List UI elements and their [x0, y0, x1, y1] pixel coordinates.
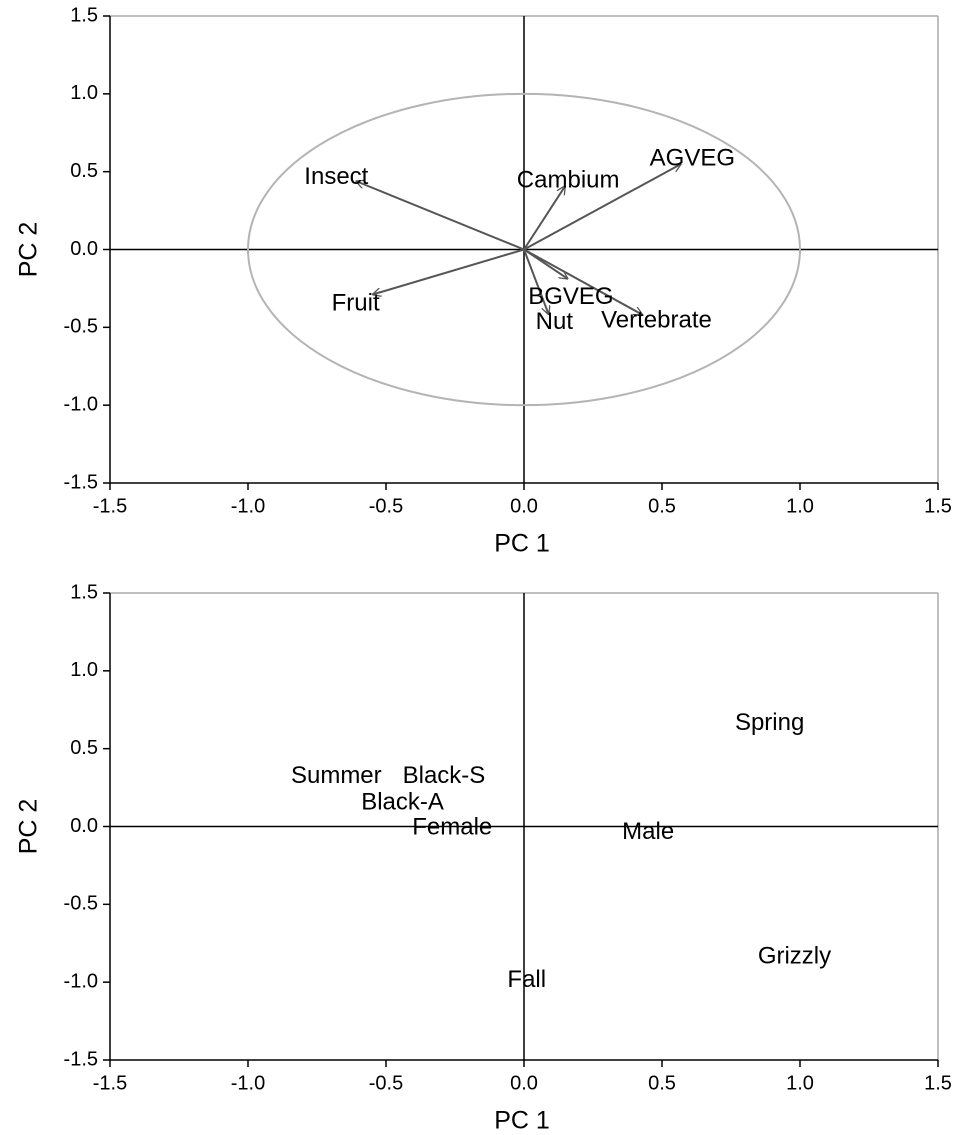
loading-label: Fruit	[332, 289, 380, 316]
y-tick-label: 0.5	[70, 160, 98, 182]
score-label: Summer	[291, 762, 382, 789]
y-tick-label: -1.5	[64, 471, 98, 493]
y-tick-label: -0.5	[64, 316, 98, 338]
x-tick-label: 0.5	[648, 1072, 676, 1094]
y-tick-label: 1.0	[70, 659, 98, 681]
x-tick-label: 0.5	[648, 495, 676, 517]
y-tick-label: 1.5	[70, 581, 98, 603]
x-tick-label: 0.0	[510, 495, 538, 517]
loading-arrow	[356, 181, 525, 251]
score-label: Spring	[735, 709, 804, 736]
x-axis-label: PC 1	[494, 1107, 550, 1135]
score-label: Black-A	[361, 788, 444, 815]
loading-arrow	[523, 249, 549, 315]
y-tick-label: 0.0	[70, 815, 98, 837]
score-label: Grizzly	[758, 943, 831, 970]
loading-label: Vertebrate	[601, 306, 712, 333]
x-tick-label: -0.5	[369, 495, 403, 517]
loading-arrow	[372, 248, 525, 295]
y-tick-label: 1.5	[70, 4, 98, 26]
y-axis-label: PC 2	[15, 222, 43, 278]
x-tick-label: 1.0	[786, 1072, 814, 1094]
x-axis-label: PC 1	[494, 530, 550, 558]
unit-circle	[247, 92, 801, 407]
y-tick-label: 1.0	[70, 82, 98, 104]
loading-label: BGVEG	[528, 283, 613, 310]
loading-label: Insect	[304, 163, 368, 190]
x-tick-label: -1.5	[93, 1072, 127, 1094]
x-tick-label: 1.0	[786, 495, 814, 517]
y-tick-label: 0.0	[70, 238, 98, 260]
score-label: Fall	[507, 966, 546, 993]
x-tick-label: -1.0	[231, 495, 265, 517]
loading-label: AGVEG	[650, 145, 735, 172]
y-tick-label: -1.0	[64, 393, 98, 415]
x-tick-label: -0.5	[369, 1072, 403, 1094]
score-label: Male	[622, 818, 674, 845]
loading-arrow	[523, 186, 567, 251]
x-tick-label: 1.5	[924, 1072, 952, 1094]
loading-label: Cambium	[517, 166, 620, 193]
y-axis-label: PC 2	[15, 799, 43, 855]
x-tick-label: 1.5	[924, 495, 952, 517]
x-tick-label: 0.0	[510, 1072, 538, 1094]
score-label: Black-S	[403, 762, 486, 789]
y-tick-label: -1.0	[64, 970, 98, 992]
loading-arrow	[523, 163, 681, 251]
loading-arrow	[523, 248, 643, 316]
x-tick-label: -1.5	[93, 495, 127, 517]
y-tick-label: -1.5	[64, 1048, 98, 1070]
score-label: Female	[412, 813, 492, 840]
loading-label: Nut	[536, 308, 574, 335]
x-tick-label: -1.0	[231, 1072, 265, 1094]
y-tick-label: -0.5	[64, 893, 98, 915]
y-tick-label: 0.5	[70, 737, 98, 759]
